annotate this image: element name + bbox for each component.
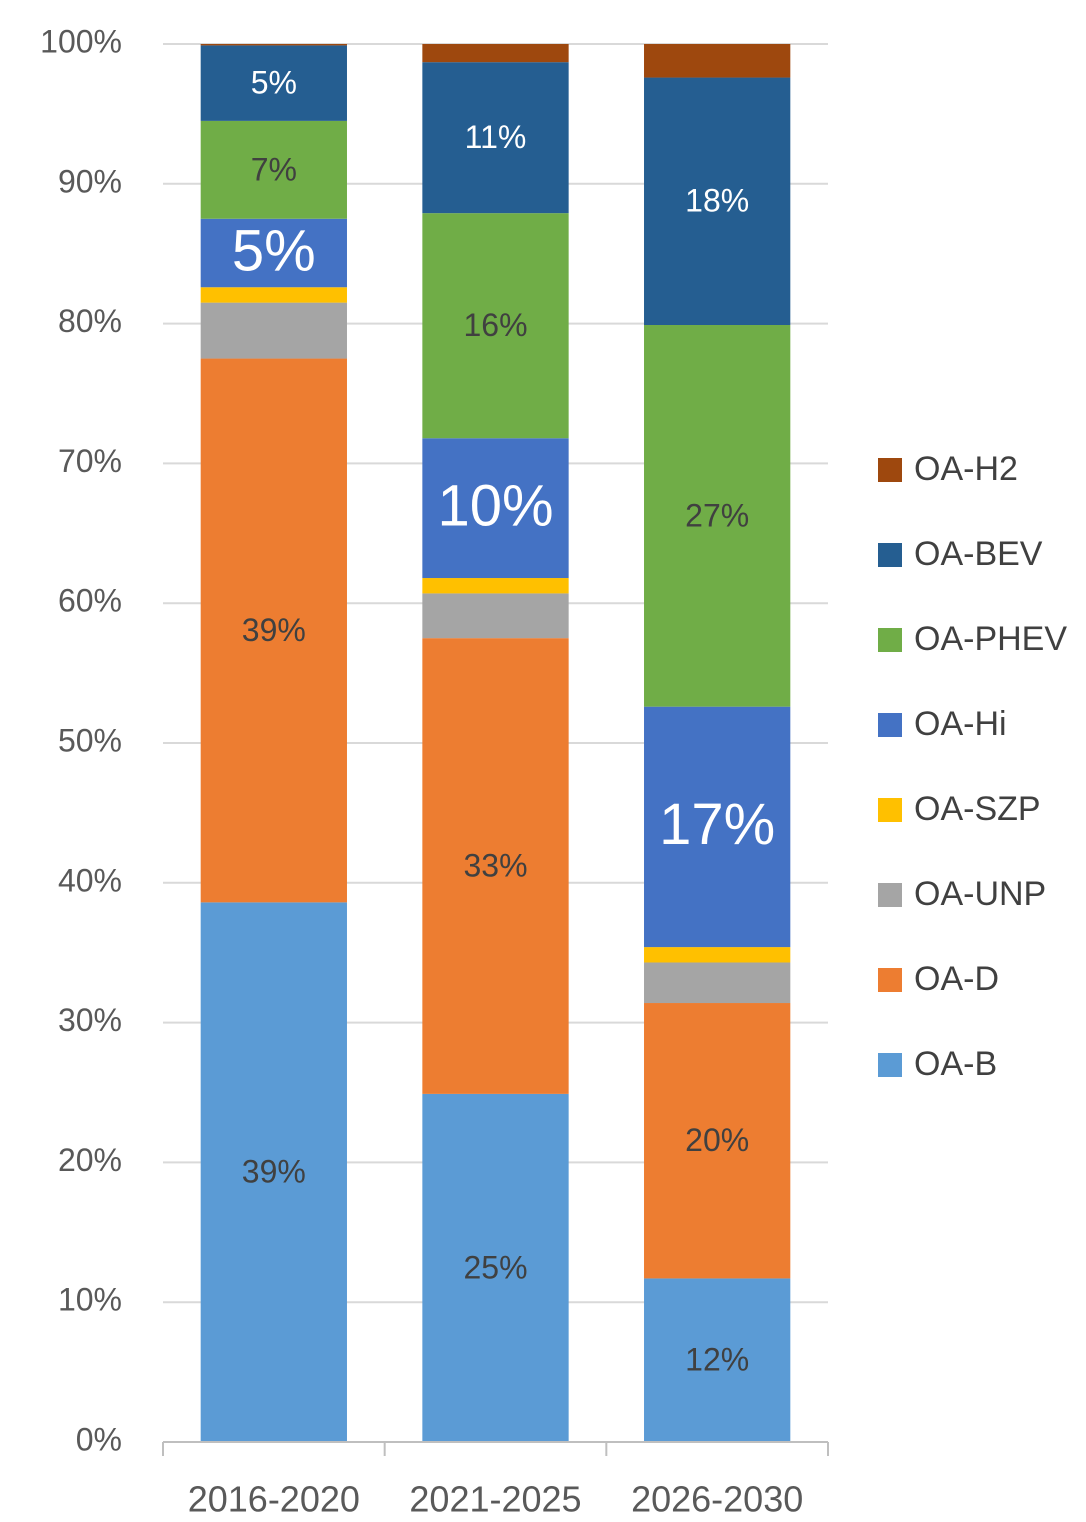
bar-segment <box>200 218 347 288</box>
data-label: 11% <box>465 119 527 155</box>
bar-segment <box>200 120 347 219</box>
y-tick-label: 50% <box>58 722 122 758</box>
bar-segment <box>422 438 569 579</box>
bar-segment <box>422 1093 569 1442</box>
data-label: 16% <box>463 307 527 343</box>
bar-segment <box>644 1278 791 1442</box>
legend-swatch <box>878 543 902 567</box>
legend-swatch <box>878 713 902 737</box>
legend-label: OA-SZP <box>914 790 1041 828</box>
y-tick-label: 90% <box>58 163 122 199</box>
legend-label: OA-PHEV <box>914 620 1067 658</box>
bar-segment <box>200 902 347 1442</box>
data-label: 27% <box>685 497 749 533</box>
y-tick-label: 30% <box>58 1002 122 1038</box>
legend-label: OA-Hi <box>914 705 1007 743</box>
bar-segment <box>200 287 347 303</box>
bar-segment <box>200 44 347 46</box>
bar-segment <box>422 44 569 63</box>
x-tick-label: 2021-2025 <box>409 1479 581 1520</box>
bar-segment <box>644 44 791 78</box>
y-tick-label: 80% <box>58 303 122 339</box>
bar-segment <box>422 578 569 594</box>
bar-segment <box>422 638 569 1094</box>
bar-segment <box>200 358 347 903</box>
data-label: 12% <box>685 1342 749 1378</box>
bar-segment <box>422 593 569 639</box>
data-label: 39% <box>242 612 306 648</box>
bar-segment <box>644 947 791 963</box>
y-tick-label: 40% <box>58 862 122 898</box>
data-label: 5% <box>251 65 297 101</box>
y-tick-label: 20% <box>58 1142 122 1178</box>
legend-label: OA-H2 <box>914 450 1018 488</box>
y-tick-label: 10% <box>58 1282 122 1318</box>
y-tick-label: 60% <box>58 583 122 619</box>
bar-segment <box>644 706 791 948</box>
data-label: 39% <box>242 1154 306 1190</box>
data-label: 20% <box>685 1122 749 1158</box>
legend-swatch <box>878 458 902 482</box>
legend-label: OA-B <box>914 1045 997 1083</box>
bar-segment <box>422 62 569 214</box>
legend-label: OA-D <box>914 960 999 998</box>
legend-label: OA-BEV <box>914 535 1043 573</box>
legend-swatch <box>878 968 902 992</box>
legend-swatch <box>878 798 902 822</box>
data-label: 25% <box>463 1249 527 1285</box>
bar-segment <box>422 213 569 439</box>
bar-segment <box>200 302 347 359</box>
legend-swatch <box>878 628 902 652</box>
data-label: 7% <box>251 151 297 187</box>
data-label: 17% <box>659 792 775 857</box>
y-tick-label: 0% <box>76 1421 122 1457</box>
bar-segment <box>644 77 791 325</box>
x-tick-label: 2026-2030 <box>631 1479 803 1520</box>
y-tick-label: 70% <box>58 443 122 479</box>
data-label: 5% <box>232 218 316 283</box>
y-tick-label: 100% <box>40 23 122 59</box>
legend-swatch <box>878 1053 902 1077</box>
data-label: 33% <box>463 847 527 883</box>
legend-swatch <box>878 883 902 907</box>
legend-label: OA-UNP <box>914 875 1046 913</box>
x-tick-label: 2016-2020 <box>188 1479 360 1520</box>
data-label: 10% <box>437 473 553 538</box>
bar-segment <box>644 324 791 707</box>
data-label: 18% <box>685 183 749 219</box>
bar-segment <box>644 1003 791 1279</box>
bar-segment <box>644 962 791 1004</box>
bar-segment <box>200 45 347 121</box>
